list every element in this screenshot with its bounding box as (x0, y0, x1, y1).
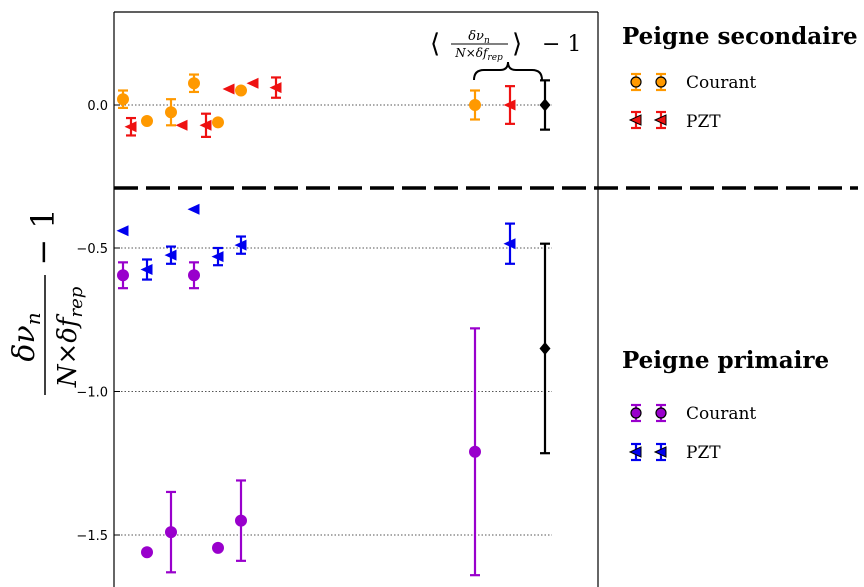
point-secondary-courant (235, 84, 247, 97)
axes-frame (113, 11, 599, 587)
point-primary-courant (235, 479, 247, 562)
point-primary-pzt (140, 258, 153, 281)
legend-primary-courant (630, 403, 667, 423)
point-secondary-courant (117, 89, 129, 110)
annotation-num-sub: n (484, 36, 490, 46)
mean-annotation: ⟨ δνn N×δfrep ⟩ − 1 (430, 29, 581, 81)
annotation-num: δν (468, 29, 484, 44)
legend-secondary-title: Peigne secondaire (622, 23, 858, 50)
legend-secondary: Peigne secondaire Courant PZT (622, 23, 858, 132)
point-primary-courant (212, 541, 224, 554)
point-primary-courant (469, 327, 481, 577)
point-secondary-courant (188, 73, 200, 94)
point-secondary-moyenne (539, 79, 551, 131)
point-secondary-pzt (503, 85, 516, 125)
legend-secondary-pzt (628, 110, 667, 130)
y-axis-ticks: 0.0 −0.5 −1.0 −1.5 (76, 99, 120, 544)
y-tick-label: 0.0 (87, 99, 108, 114)
svg-text:δνn: δνn (468, 29, 490, 46)
point-secondary-pzt (246, 77, 259, 89)
point-primary-pzt (164, 245, 177, 265)
annotation-brace (473, 61, 543, 81)
svg-text:N×δfrep: N×δfrep (454, 46, 503, 63)
y-tick-label: −1.5 (76, 529, 108, 544)
point-primary-courant (188, 261, 200, 290)
point-secondary-courant (212, 116, 224, 129)
annotation-close: ⟩ (512, 29, 522, 59)
ylabel-num-sub: n (21, 312, 45, 325)
legend-secondary-courant (630, 72, 667, 92)
legend-primary-courant-label: Courant (686, 404, 756, 424)
point-primary-moyenne (539, 242, 551, 455)
ylabel-tail: − 1 (24, 208, 62, 265)
y-axis-label: δνn N×δfrep − 1 (7, 208, 87, 395)
point-primary-pzt (211, 246, 224, 267)
grid-lines (114, 104, 552, 536)
point-primary-pzt (234, 235, 247, 255)
point-primary-courant (165, 490, 177, 574)
y-tick-label: −1.0 (76, 386, 108, 401)
point-secondary-courant (469, 89, 481, 121)
annotation-den: N×δf (454, 46, 490, 60)
point-secondary-pzt (222, 83, 235, 95)
point-primary-courant (141, 546, 153, 559)
point-secondary-courant (165, 98, 177, 127)
point-secondary-courant (141, 114, 153, 127)
legend-primary-pzt-label: PZT (686, 443, 721, 463)
annotation-open: ⟨ (430, 29, 440, 59)
point-primary-pzt (116, 225, 129, 237)
point-secondary-pzt (269, 76, 282, 99)
legend-secondary-pzt-label: PZT (686, 112, 721, 132)
legend-primary-pzt (628, 442, 667, 462)
legend-secondary-courant-label: Courant (686, 73, 756, 93)
y-tick-label: −0.5 (76, 242, 108, 257)
chart-marks (116, 73, 551, 577)
point-primary-pzt (187, 203, 200, 215)
point-secondary-pzt (124, 116, 137, 137)
ylabel-den: N×δf (53, 313, 83, 388)
ylabel-num: δν (7, 325, 42, 361)
point-primary-courant (117, 261, 129, 290)
ylabel-den-sub: rep (66, 286, 87, 317)
annotation-tail: − 1 (542, 32, 581, 57)
svg-text:δνn: δνn (7, 312, 45, 361)
point-primary-pzt (503, 222, 516, 265)
svg-text:N×δfrep: N×δfrep (53, 286, 87, 388)
point-secondary-pzt (175, 119, 188, 131)
annotation-den-sub: rep (487, 53, 503, 63)
point-secondary-pzt (199, 112, 212, 138)
legend-primary-title: Peigne primaire (622, 347, 829, 374)
legend-primary: Peigne primaire Courant PZT (622, 347, 829, 463)
